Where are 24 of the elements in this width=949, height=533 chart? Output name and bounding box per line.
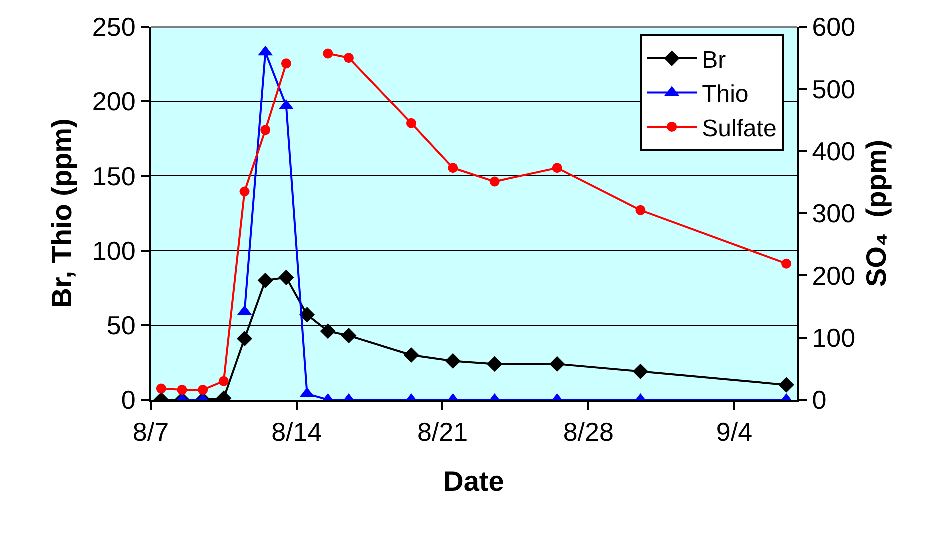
y-tick-label: 100	[92, 236, 136, 266]
y2-tick-label: 400	[812, 136, 856, 166]
legend-label: Br	[702, 46, 726, 74]
x-tick-label: 9/4	[716, 417, 753, 448]
y-tick-label: 150	[92, 161, 136, 192]
y-tick-label: 50	[106, 310, 136, 340]
y-axis-title: Br, Thio (ppm)	[46, 118, 78, 308]
x-tick-label: 8/14	[272, 417, 322, 448]
y2-tick-label: 200	[812, 260, 856, 291]
legend-label: Sulfate	[702, 115, 777, 142]
y-tick-label: 0	[121, 385, 136, 416]
y-tick-label: 200	[92, 86, 136, 117]
y2-tick-label: 500	[812, 74, 856, 104]
y2-tick-label: 600	[812, 12, 856, 42]
x-tick-label: 8/7	[132, 417, 170, 448]
y2-axis-title: SO₄ (ppm)	[861, 140, 892, 288]
x-tick-label: 8/21	[417, 417, 468, 448]
legend-label: Thio	[702, 81, 749, 108]
y2-tick-label: 0	[812, 385, 827, 416]
y2-tick-label: 100	[812, 322, 856, 353]
y2-tick-label: 300	[812, 198, 856, 229]
x-axis-title: Date	[444, 466, 504, 497]
x-tick-label: 8/28	[563, 417, 614, 448]
y-tick-label: 250	[92, 12, 136, 42]
